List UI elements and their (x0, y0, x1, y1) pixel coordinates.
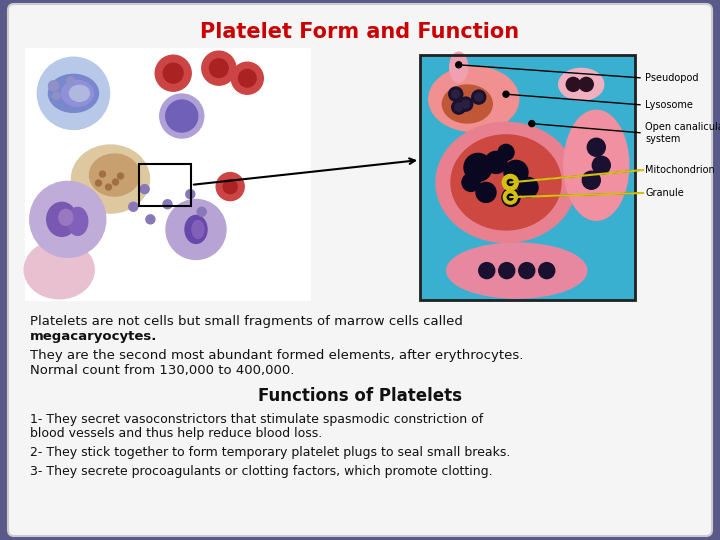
Circle shape (163, 200, 172, 209)
Circle shape (456, 62, 462, 68)
Ellipse shape (48, 75, 99, 112)
Circle shape (508, 179, 513, 185)
Circle shape (455, 103, 463, 111)
Circle shape (508, 194, 513, 200)
Ellipse shape (68, 207, 88, 235)
Circle shape (223, 180, 237, 194)
Circle shape (146, 215, 155, 224)
Text: They are the second most abundant formed elements, after erythrocytes.: They are the second most abundant formed… (30, 349, 523, 362)
Circle shape (166, 100, 198, 132)
Circle shape (459, 97, 473, 111)
Circle shape (539, 262, 554, 279)
Circle shape (99, 171, 106, 177)
Circle shape (503, 174, 518, 191)
Ellipse shape (450, 52, 468, 82)
Ellipse shape (446, 243, 587, 298)
Circle shape (462, 100, 469, 108)
Circle shape (518, 262, 535, 279)
Text: Open canalicular
system: Open canalicular system (645, 122, 720, 144)
Ellipse shape (24, 241, 94, 299)
Circle shape (518, 178, 538, 198)
Ellipse shape (69, 85, 89, 102)
Ellipse shape (61, 80, 94, 106)
Circle shape (476, 183, 496, 202)
Ellipse shape (428, 66, 518, 132)
Circle shape (129, 202, 138, 211)
Ellipse shape (559, 69, 604, 100)
Circle shape (216, 173, 244, 200)
Circle shape (48, 81, 58, 91)
Circle shape (112, 179, 119, 185)
Text: blood vessels and thus help reduce blood loss.: blood vessels and thus help reduce blood… (30, 427, 323, 440)
Circle shape (37, 57, 109, 130)
Circle shape (451, 90, 460, 98)
Ellipse shape (192, 220, 204, 239)
FancyBboxPatch shape (8, 4, 712, 536)
Bar (139, 164, 191, 206)
Circle shape (462, 173, 480, 191)
Text: Platelets are not cells but small fragments of marrow cells called: Platelets are not cells but small fragme… (30, 315, 463, 328)
Ellipse shape (89, 154, 140, 196)
Ellipse shape (47, 202, 77, 237)
Bar (420, 55, 635, 300)
Ellipse shape (71, 145, 150, 213)
Circle shape (580, 77, 593, 91)
Circle shape (504, 160, 528, 184)
Text: 2- They stick together to form temporary platelet plugs to seal small breaks.: 2- They stick together to form temporary… (30, 446, 510, 459)
Circle shape (451, 100, 466, 114)
Circle shape (485, 151, 507, 173)
Circle shape (593, 156, 611, 174)
Circle shape (528, 120, 535, 126)
Text: 1- They secret vasoconstrictors that stimulate spasmodic constriction of: 1- They secret vasoconstrictors that sti… (30, 413, 483, 426)
Text: Mitochondrion: Mitochondrion (645, 165, 715, 175)
Circle shape (498, 144, 514, 160)
Circle shape (96, 180, 102, 186)
Circle shape (210, 59, 228, 78)
Circle shape (53, 92, 60, 99)
Text: Functions of Platelets: Functions of Platelets (258, 387, 462, 405)
Ellipse shape (185, 215, 207, 244)
Circle shape (474, 93, 482, 101)
Circle shape (163, 63, 183, 83)
Circle shape (502, 188, 520, 206)
Ellipse shape (442, 85, 492, 123)
Circle shape (503, 91, 509, 97)
Circle shape (231, 62, 264, 94)
Circle shape (197, 207, 206, 217)
Circle shape (117, 173, 124, 179)
Ellipse shape (59, 210, 73, 225)
Ellipse shape (564, 110, 629, 220)
Circle shape (166, 199, 226, 259)
Circle shape (588, 138, 606, 156)
Circle shape (503, 190, 517, 204)
Bar (420, 55, 635, 300)
Circle shape (582, 171, 600, 189)
Circle shape (472, 90, 486, 104)
Circle shape (37, 57, 109, 130)
Text: Platelet Form and Function: Platelet Form and Function (200, 22, 520, 42)
Circle shape (464, 153, 492, 181)
Ellipse shape (436, 123, 576, 242)
Circle shape (449, 87, 463, 101)
Text: Pseudopod: Pseudopod (645, 73, 698, 83)
Text: Normal count from 130,000 to 400,000.: Normal count from 130,000 to 400,000. (30, 364, 294, 377)
Circle shape (186, 190, 195, 199)
Circle shape (66, 77, 75, 85)
Text: Lysosome: Lysosome (645, 100, 693, 110)
Circle shape (202, 51, 236, 85)
Circle shape (479, 262, 495, 279)
Circle shape (238, 70, 256, 87)
Text: 3- They secrete procoagulants or clotting factors, which promote clotting.: 3- They secrete procoagulants or clottin… (30, 465, 492, 478)
Text: Granule: Granule (645, 188, 684, 198)
Ellipse shape (451, 135, 561, 230)
Circle shape (499, 262, 515, 279)
Bar (25, 48, 310, 300)
Circle shape (566, 77, 580, 91)
Text: megacaryocytes.: megacaryocytes. (30, 330, 158, 343)
Circle shape (106, 184, 112, 190)
Circle shape (140, 185, 149, 194)
Circle shape (30, 181, 106, 258)
Circle shape (160, 94, 204, 138)
Circle shape (156, 55, 192, 91)
